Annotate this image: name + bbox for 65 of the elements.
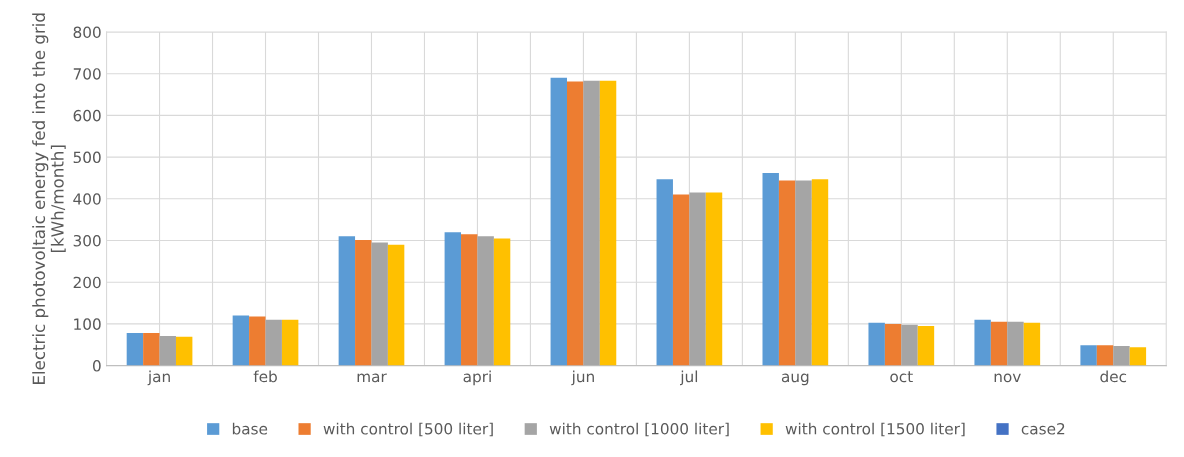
bar	[143, 333, 160, 366]
bar	[990, 321, 1008, 366]
bar	[477, 236, 494, 366]
bar	[338, 236, 356, 366]
y-tick-label: 800	[73, 26, 101, 39]
x-tick-label: aug	[781, 373, 809, 386]
y-axis-title: Electric photovoltaic energy fed into the grid [kWh/month]	[32, 13, 66, 384]
bar	[1113, 346, 1130, 366]
bar	[811, 179, 829, 366]
bar	[1096, 345, 1114, 366]
bar	[884, 323, 902, 366]
bar	[371, 242, 388, 366]
bar	[550, 77, 567, 366]
bar	[974, 319, 991, 366]
y-tick-label: 700	[73, 68, 101, 80]
y-tick-label: 600	[73, 109, 101, 122]
y-tick-label: 200	[73, 276, 101, 289]
bar	[355, 240, 372, 366]
x-tick-label: apri	[463, 370, 491, 386]
bar	[656, 179, 673, 366]
bar	[901, 324, 918, 366]
bar	[493, 238, 511, 366]
x-tick-label: oct	[890, 371, 913, 383]
bar	[599, 80, 617, 366]
x-tick-label: feb	[253, 370, 277, 383]
bar	[1023, 322, 1041, 366]
bar	[281, 319, 299, 366]
bar	[159, 335, 176, 366]
bar	[1007, 321, 1024, 366]
legend-label: base	[232, 422, 268, 435]
bar	[461, 234, 478, 366]
bar	[583, 80, 600, 366]
x-tick-label: nov	[994, 373, 1021, 383]
bar	[868, 322, 885, 366]
bar	[672, 194, 690, 366]
y-tick-label: 300	[73, 234, 101, 247]
x-tick-label: jan	[147, 370, 170, 386]
bar	[126, 333, 144, 366]
legend-label: with control [500 liter]	[323, 422, 493, 437]
bar	[444, 232, 462, 366]
bar	[387, 244, 405, 366]
bar	[762, 172, 779, 366]
bar	[249, 316, 266, 366]
legend-label: with control [1000 liter]	[549, 422, 729, 437]
bar	[566, 81, 584, 366]
y-tick-label: 100	[74, 318, 101, 330]
bar	[1129, 347, 1147, 366]
bar	[1080, 345, 1097, 366]
legend-label: case2	[1021, 422, 1065, 435]
legend-label: with control [1500 liter]	[785, 422, 965, 437]
bar	[917, 325, 935, 366]
bar	[778, 180, 796, 366]
bar	[265, 319, 282, 366]
bar	[232, 315, 250, 366]
y-tick-label: 500	[73, 151, 101, 164]
y-tick-label: 0	[92, 360, 101, 372]
bar	[689, 192, 706, 366]
bar	[705, 192, 723, 366]
x-tick-label: dec	[1100, 370, 1127, 383]
y-tick-label: 400	[73, 193, 101, 205]
bar	[795, 180, 812, 366]
x-tick-label: mar	[357, 373, 387, 383]
x-tick-label: jul	[680, 370, 698, 386]
bar	[175, 336, 193, 366]
x-tick-label: jun	[571, 370, 594, 386]
